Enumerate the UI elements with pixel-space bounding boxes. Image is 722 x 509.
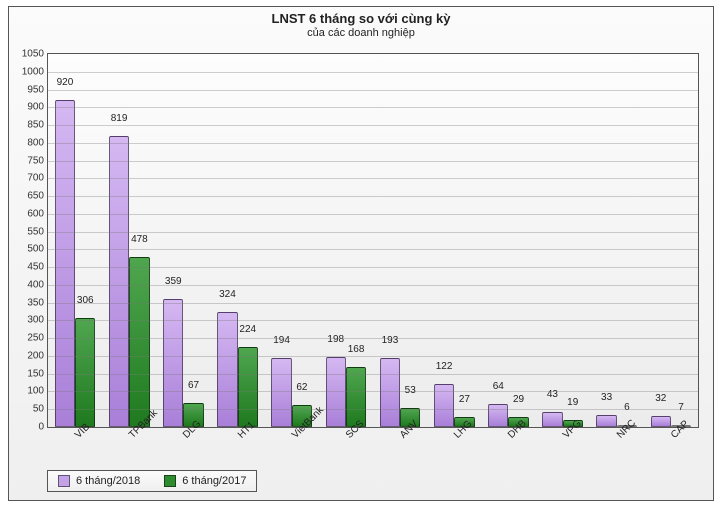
legend-label-2018: 6 tháng/2018 bbox=[76, 475, 140, 487]
y-tick-label: 950 bbox=[27, 84, 44, 95]
y-tick-label: 300 bbox=[27, 315, 44, 326]
bar bbox=[55, 100, 75, 427]
bar-value-label: 33 bbox=[601, 393, 612, 403]
legend-swatch-2018 bbox=[58, 475, 70, 487]
bar bbox=[380, 358, 400, 427]
y-tick-label: 250 bbox=[27, 333, 44, 344]
gridline bbox=[48, 391, 698, 392]
y-tick-label: 750 bbox=[27, 155, 44, 166]
y-tick-label: 350 bbox=[27, 297, 44, 308]
bar-value-label: 359 bbox=[165, 277, 182, 287]
gridline bbox=[48, 125, 698, 126]
bar bbox=[129, 257, 149, 427]
bar-value-label: 306 bbox=[77, 296, 94, 306]
title-block: LNST 6 tháng so với cùng kỳ của các doan… bbox=[9, 11, 713, 39]
gridline bbox=[48, 143, 698, 144]
chart-subtitle: của các doanh nghiệp bbox=[9, 27, 713, 39]
y-tick-label: 700 bbox=[27, 173, 44, 184]
y-tick-label: 650 bbox=[27, 191, 44, 202]
bar-value-label: 7 bbox=[678, 403, 684, 413]
y-tick-label: 800 bbox=[27, 137, 44, 148]
gridline bbox=[48, 409, 698, 410]
bar-value-label: 19 bbox=[567, 398, 578, 408]
bar-value-label: 168 bbox=[348, 345, 365, 355]
y-tick-label: 50 bbox=[33, 404, 44, 415]
legend-item-2017: 6 tháng/2017 bbox=[164, 475, 246, 487]
gridline bbox=[48, 90, 698, 91]
y-tick-label: 200 bbox=[27, 350, 44, 361]
plot-area: 9203068194783596732422419462198168193531… bbox=[47, 53, 699, 428]
gridline bbox=[48, 356, 698, 357]
y-tick-label: 100 bbox=[27, 386, 44, 397]
y-tick-label: 500 bbox=[27, 244, 44, 255]
y-tick-label: 600 bbox=[27, 208, 44, 219]
bar-value-label: 224 bbox=[239, 325, 256, 335]
bar bbox=[271, 358, 291, 427]
bar bbox=[75, 318, 95, 427]
bar-value-label: 324 bbox=[219, 290, 236, 300]
y-tick-label: 0 bbox=[38, 422, 44, 433]
chart-container: LNST 6 tháng so với cùng kỳ của các doan… bbox=[0, 0, 722, 509]
legend-swatch-2017 bbox=[164, 475, 176, 487]
gridline bbox=[48, 303, 698, 304]
y-tick-label: 400 bbox=[27, 279, 44, 290]
bar bbox=[238, 347, 258, 427]
gridline bbox=[48, 72, 698, 73]
bar-value-label: 29 bbox=[513, 395, 524, 405]
y-tick-label: 550 bbox=[27, 226, 44, 237]
bar-value-label: 819 bbox=[111, 114, 128, 124]
bar-value-label: 478 bbox=[131, 235, 148, 245]
gridline bbox=[48, 232, 698, 233]
bar bbox=[163, 299, 183, 427]
bar-value-label: 920 bbox=[57, 78, 74, 88]
bar bbox=[542, 412, 562, 427]
y-tick-label: 450 bbox=[27, 262, 44, 273]
legend-label-2017: 6 tháng/2017 bbox=[182, 475, 246, 487]
gridline bbox=[48, 374, 698, 375]
bar bbox=[651, 416, 671, 427]
bar-value-label: 32 bbox=[655, 394, 666, 404]
bar-value-label: 198 bbox=[327, 335, 344, 345]
gridline bbox=[48, 320, 698, 321]
chart-frame: LNST 6 tháng so với cùng kỳ của các doan… bbox=[8, 6, 714, 501]
bar bbox=[434, 384, 454, 427]
gridline bbox=[48, 196, 698, 197]
chart-title: LNST 6 tháng so với cùng kỳ bbox=[9, 11, 713, 26]
bar-value-label: 6 bbox=[624, 403, 630, 413]
bar-value-label: 27 bbox=[459, 395, 470, 405]
y-tick-label: 850 bbox=[27, 120, 44, 131]
gridline bbox=[48, 107, 698, 108]
gridline bbox=[48, 161, 698, 162]
y-tick-label: 900 bbox=[27, 102, 44, 113]
gridline bbox=[48, 178, 698, 179]
gridline bbox=[48, 249, 698, 250]
gridline bbox=[48, 267, 698, 268]
bar-value-label: 67 bbox=[188, 381, 199, 391]
y-tick-label: 150 bbox=[27, 368, 44, 379]
bar bbox=[109, 136, 129, 427]
gridline bbox=[48, 285, 698, 286]
bar bbox=[596, 415, 616, 427]
bar bbox=[488, 404, 508, 427]
gridline bbox=[48, 338, 698, 339]
bar bbox=[346, 367, 366, 427]
bars-layer: 9203068194783596732422419462198168193531… bbox=[48, 54, 698, 427]
y-tick-label: 1000 bbox=[22, 66, 44, 77]
y-tick-label: 1050 bbox=[22, 49, 44, 60]
legend-item-2018: 6 tháng/2018 bbox=[58, 475, 140, 487]
gridline bbox=[48, 214, 698, 215]
legend: 6 tháng/2018 6 tháng/2017 bbox=[47, 470, 257, 492]
bar-value-label: 122 bbox=[436, 362, 453, 372]
